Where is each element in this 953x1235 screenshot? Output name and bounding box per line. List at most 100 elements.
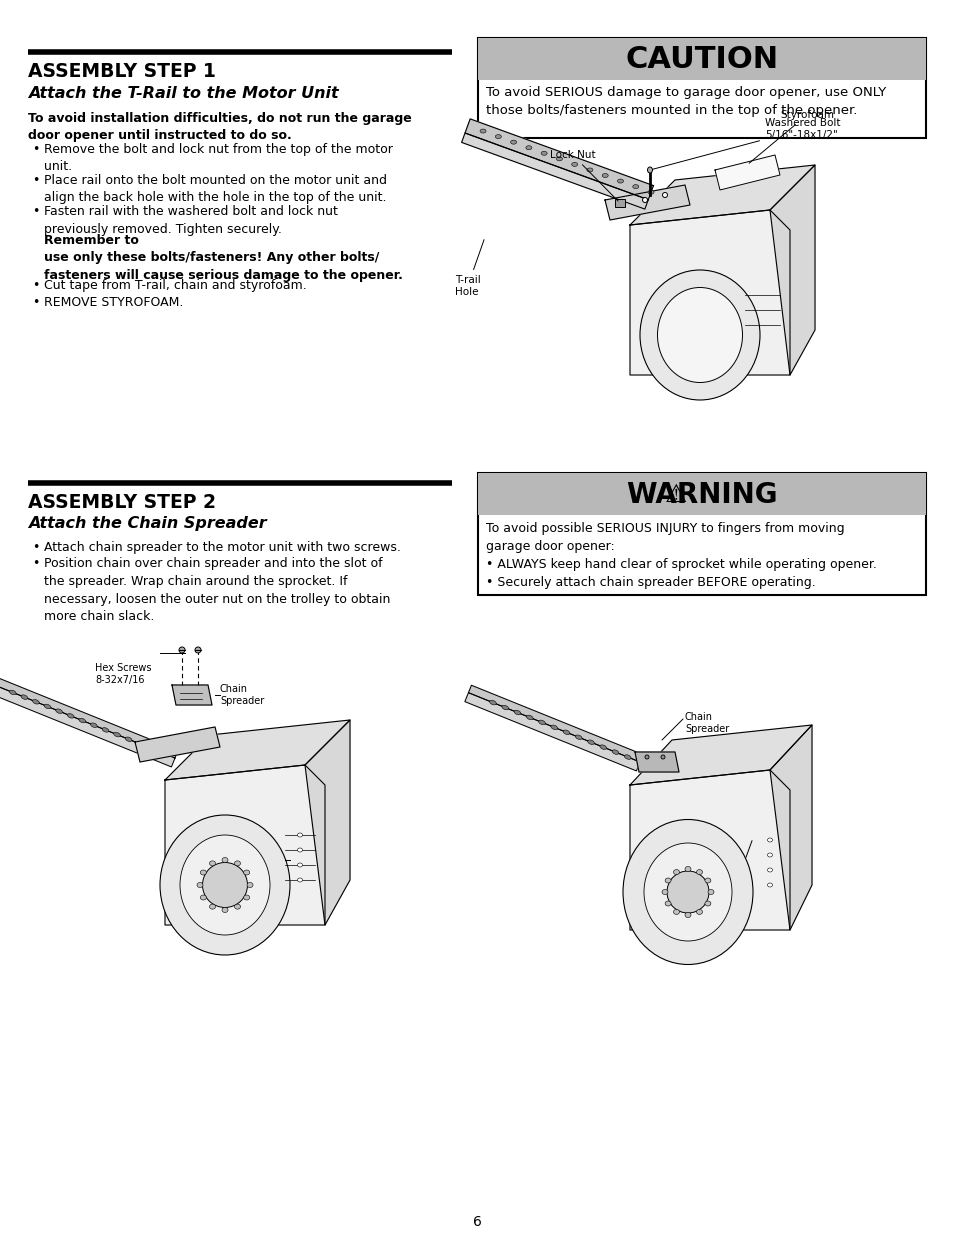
Ellipse shape (102, 727, 109, 732)
Text: •: • (32, 174, 39, 186)
Polygon shape (629, 769, 789, 930)
Bar (477, 38, 925, 138)
Ellipse shape (489, 700, 496, 705)
Ellipse shape (68, 714, 74, 718)
Text: To avoid possible SERIOUS INJURY to fingers from moving
garage door opener:
• AL: To avoid possible SERIOUS INJURY to fing… (485, 522, 876, 589)
Text: Chain
Spreader: Chain Spreader (684, 713, 728, 734)
Ellipse shape (538, 720, 545, 725)
Ellipse shape (32, 699, 39, 704)
Ellipse shape (657, 288, 741, 383)
Ellipse shape (526, 715, 533, 720)
Ellipse shape (495, 135, 500, 138)
Bar (477, 473, 925, 595)
Ellipse shape (641, 198, 647, 203)
Text: ASSEMBLY STEP 2: ASSEMBLY STEP 2 (28, 493, 215, 513)
Text: ASSEMBLY STEP 1: ASSEMBLY STEP 1 (28, 62, 215, 82)
Polygon shape (172, 685, 212, 705)
Ellipse shape (91, 722, 97, 727)
Ellipse shape (599, 745, 606, 750)
Ellipse shape (55, 709, 62, 714)
Polygon shape (635, 752, 679, 772)
Text: •: • (32, 205, 39, 219)
Bar (477, 38, 925, 80)
Text: 6: 6 (472, 1215, 481, 1229)
Polygon shape (769, 725, 811, 930)
Ellipse shape (160, 751, 167, 756)
Ellipse shape (297, 848, 302, 852)
Ellipse shape (243, 895, 250, 900)
Text: Remember to
use only these bolts/fasteners! Any other bolts/
fasteners will caus: Remember to use only these bolts/fastene… (44, 233, 402, 282)
Ellipse shape (673, 909, 679, 914)
Polygon shape (0, 683, 174, 767)
Ellipse shape (767, 868, 772, 872)
Ellipse shape (562, 730, 569, 735)
Polygon shape (165, 764, 325, 925)
Ellipse shape (556, 157, 562, 161)
Ellipse shape (622, 820, 752, 965)
Polygon shape (135, 727, 220, 762)
Ellipse shape (707, 889, 713, 894)
Bar (615, 199, 624, 207)
Ellipse shape (501, 705, 508, 710)
Ellipse shape (222, 908, 228, 913)
Ellipse shape (297, 863, 302, 867)
Ellipse shape (704, 878, 710, 883)
Text: Attach the Chain Spreader: Attach the Chain Spreader (28, 516, 266, 531)
Text: •: • (32, 557, 39, 571)
Ellipse shape (575, 735, 581, 740)
Ellipse shape (21, 695, 28, 699)
Text: Place rail onto the bolt mounted on the motor unit and
align the back hole with : Place rail onto the bolt mounted on the … (44, 174, 387, 205)
Ellipse shape (10, 690, 16, 695)
Text: Fasten rail with the washered bolt and lock nut
previously removed. Tighten secu: Fasten rail with the washered bolt and l… (44, 205, 337, 236)
Ellipse shape (684, 913, 690, 918)
Text: CAUTION: CAUTION (625, 46, 778, 74)
Ellipse shape (234, 861, 240, 866)
Ellipse shape (514, 710, 520, 715)
Ellipse shape (79, 719, 86, 722)
Polygon shape (468, 685, 642, 762)
Ellipse shape (525, 146, 532, 149)
Ellipse shape (180, 835, 270, 935)
Ellipse shape (661, 889, 667, 894)
Text: WARNING: WARNING (625, 480, 777, 509)
Ellipse shape (639, 270, 760, 400)
Ellipse shape (194, 647, 201, 653)
Ellipse shape (647, 167, 652, 173)
Ellipse shape (664, 902, 670, 906)
Text: •: • (32, 279, 39, 293)
Ellipse shape (297, 878, 302, 882)
Text: Attach the T-Rail to the Motor Unit: Attach the T-Rail to the Motor Unit (28, 86, 338, 101)
Ellipse shape (644, 755, 648, 760)
Ellipse shape (210, 904, 215, 909)
Polygon shape (461, 133, 648, 209)
Ellipse shape (666, 871, 708, 913)
Ellipse shape (586, 168, 593, 172)
Ellipse shape (664, 878, 670, 883)
Ellipse shape (696, 909, 701, 914)
Ellipse shape (234, 904, 240, 909)
Polygon shape (305, 720, 350, 925)
Ellipse shape (767, 853, 772, 857)
Ellipse shape (601, 173, 608, 178)
Ellipse shape (550, 725, 557, 730)
Ellipse shape (113, 732, 120, 737)
Ellipse shape (696, 869, 701, 874)
Ellipse shape (647, 190, 654, 194)
Ellipse shape (660, 755, 664, 760)
Text: •: • (32, 296, 39, 309)
Text: Motor Unit
Sprocket: Motor Unit Sprocket (290, 850, 341, 871)
Ellipse shape (684, 867, 690, 872)
Text: Hex Screws
8-32x7/16: Hex Screws 8-32x7/16 (95, 663, 152, 684)
Text: Position chain over chain spreader and into the slot of
the spreader. Wrap chain: Position chain over chain spreader and i… (44, 557, 390, 622)
Polygon shape (464, 693, 639, 771)
Ellipse shape (196, 883, 203, 888)
Text: Washered Bolt
5/16"-18x1/2": Washered Bolt 5/16"-18x1/2" (652, 119, 840, 169)
Text: To avoid installation difficulties, do not run the garage
door opener until inst: To avoid installation difficulties, do n… (28, 112, 412, 142)
Ellipse shape (200, 895, 206, 900)
Text: Chain
Spreader: Chain Spreader (220, 684, 264, 705)
Ellipse shape (571, 162, 578, 167)
Ellipse shape (247, 883, 253, 888)
Ellipse shape (624, 755, 631, 760)
Text: •: • (32, 541, 39, 555)
Text: REMOVE STYROFOAM.: REMOVE STYROFOAM. (44, 296, 183, 309)
